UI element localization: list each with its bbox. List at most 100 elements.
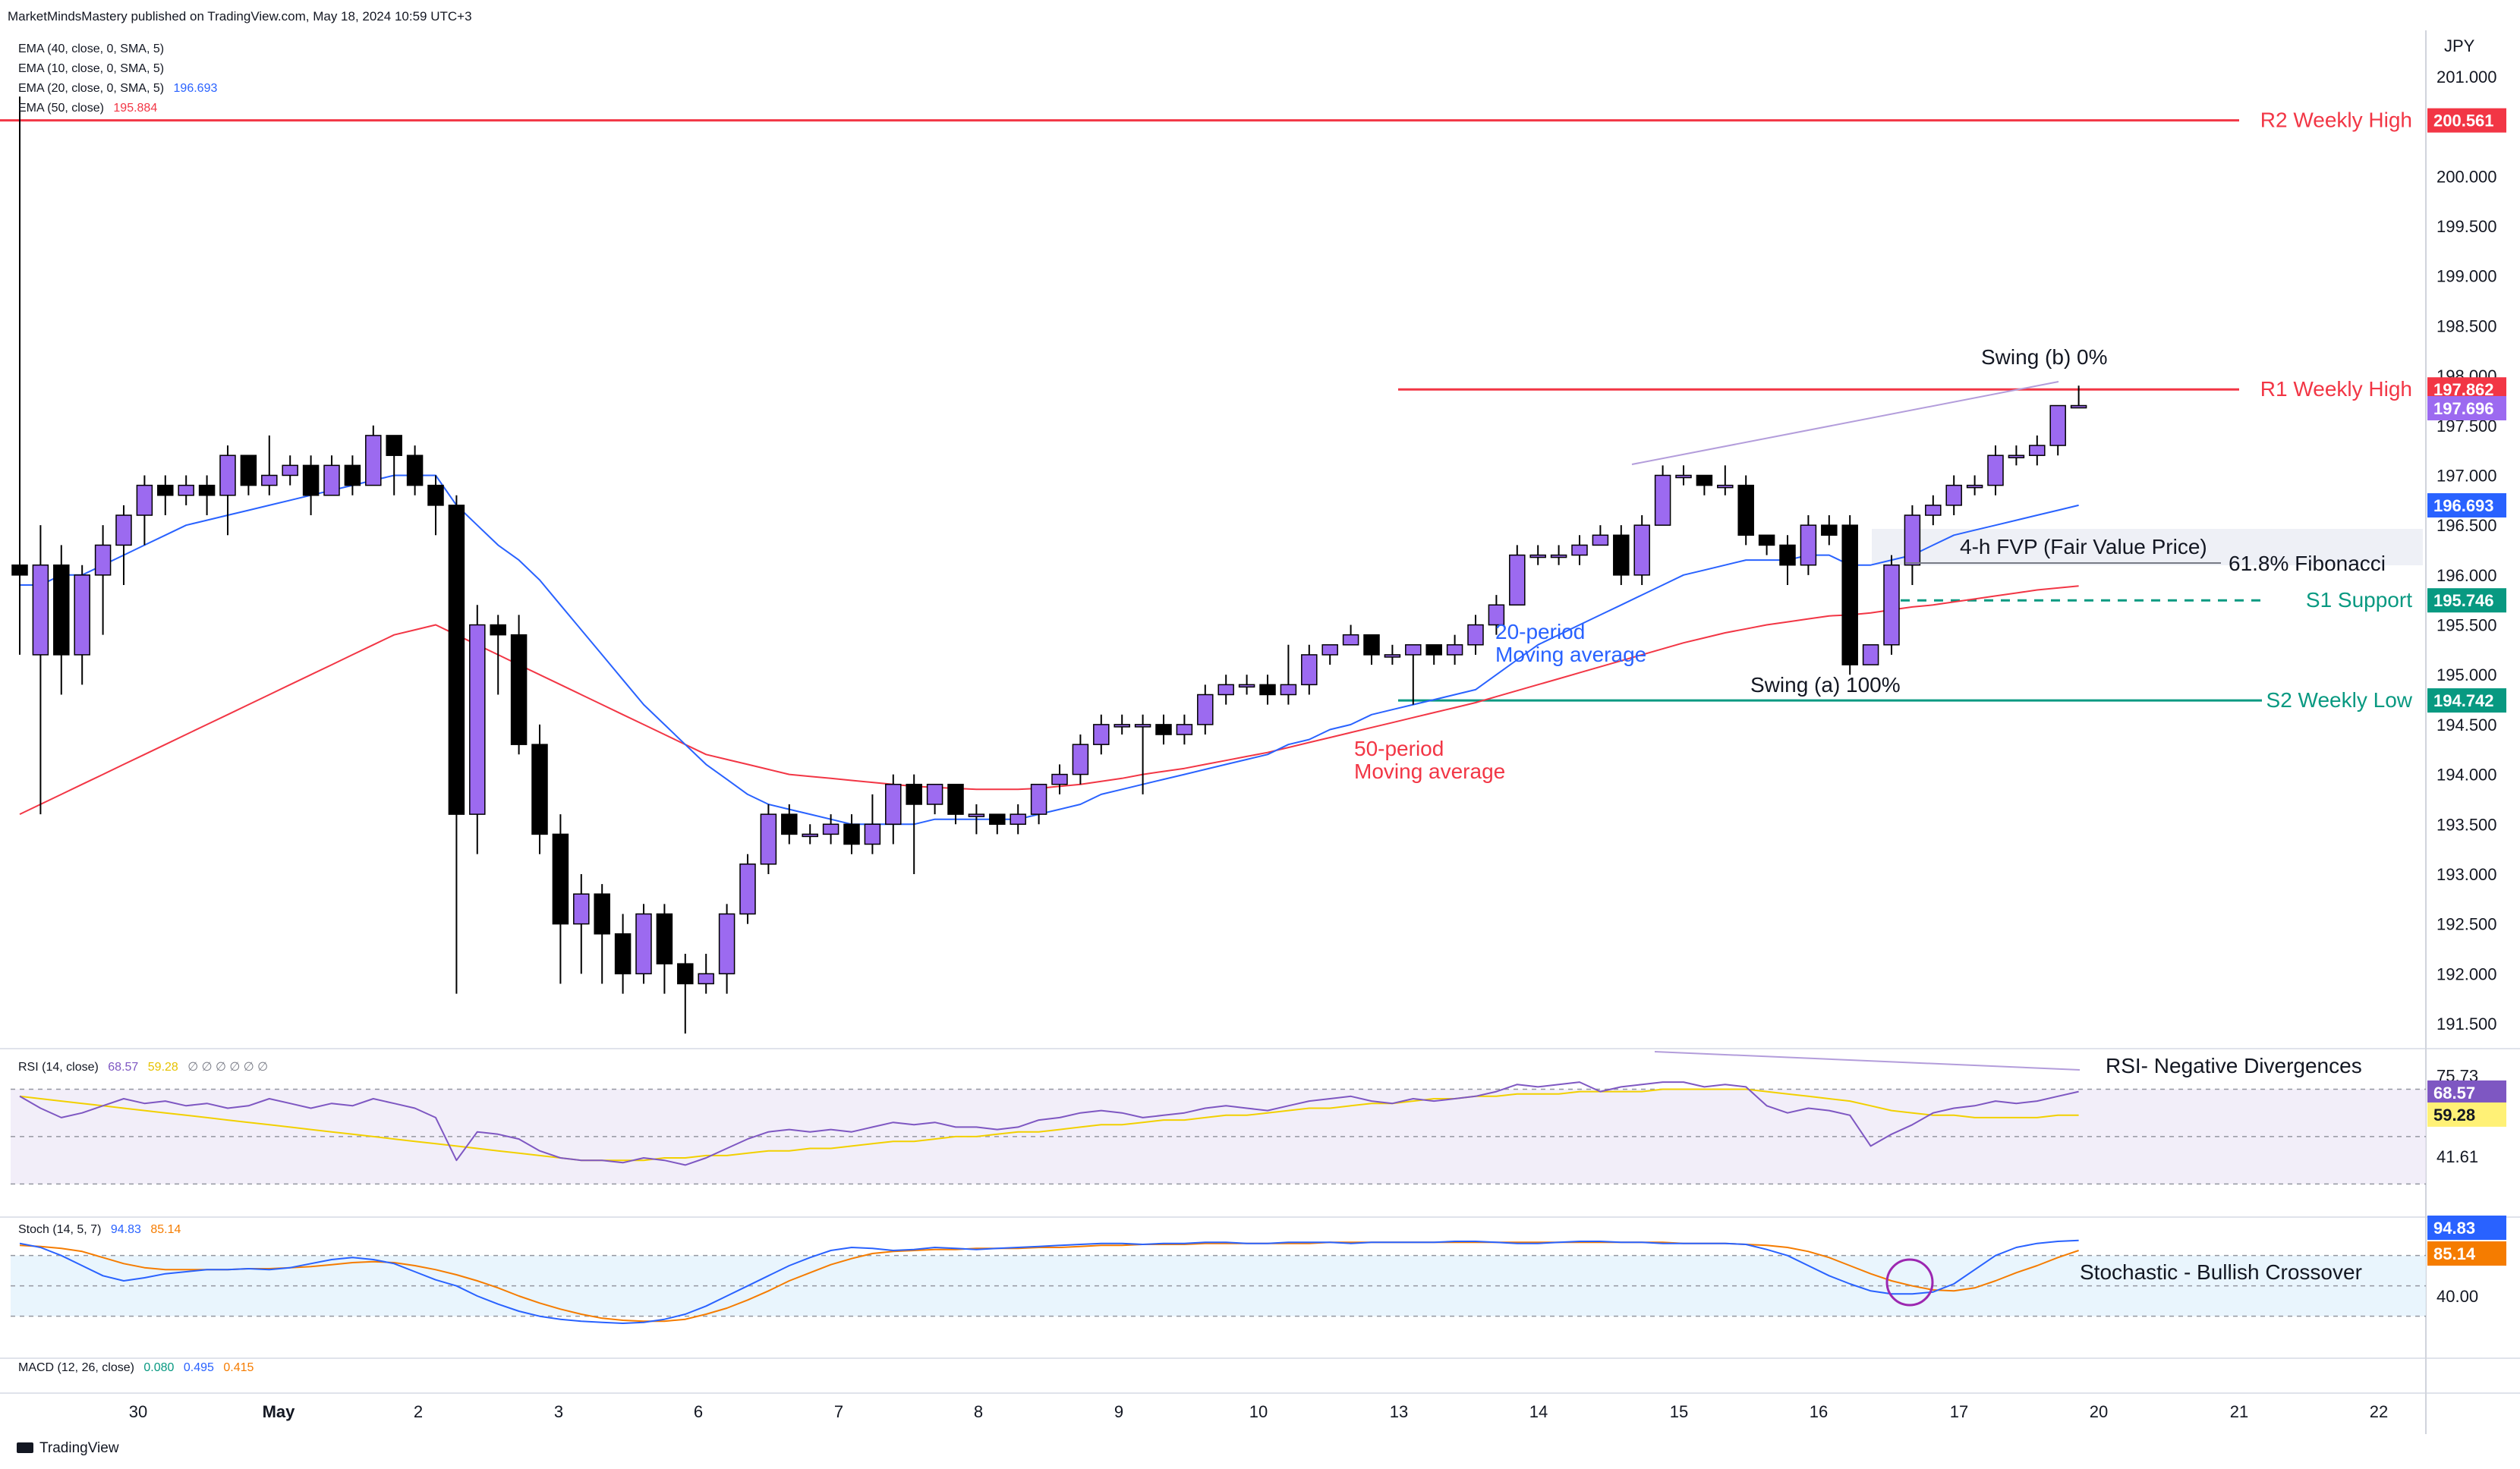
rsi-line (19, 1081, 2079, 1166)
candle-body (739, 863, 756, 915)
candle-body (885, 783, 902, 826)
candle-body (94, 544, 112, 576)
chart-header: MarketMindsMastery published on TradingV… (0, 0, 2520, 30)
x-tick-label: 16 (1810, 1402, 1828, 1421)
stoch-k-line (19, 1239, 2079, 1324)
candle-body (365, 435, 382, 486)
annotation-ma50-line1: 50-period (1354, 737, 1444, 760)
y-tick-label: 193.500 (2437, 815, 2497, 834)
y-tick-label: 193.000 (2437, 865, 2497, 884)
legend-rsi: RSI (14, close) 68.57 59.28 ∅ ∅ ∅ ∅ ∅ ∅ (18, 1059, 268, 1074)
candle-body (115, 514, 132, 546)
annotation-ma50-line2: Moving average (1354, 760, 1505, 783)
y-tick-label: 194.500 (2437, 716, 2497, 734)
candle-body (718, 913, 736, 975)
candle-body (11, 564, 28, 576)
candle-body (2070, 404, 2087, 409)
level-label: S2 Weekly Low (2266, 688, 2413, 712)
candle-body (1779, 544, 1796, 566)
level-label: S1 Support (2306, 588, 2412, 612)
stoch-k-tag-text: 94.83 (2433, 1219, 2475, 1238)
y-tick-label: 196.000 (2437, 566, 2497, 585)
level-price-tag-text: 194.742 (2433, 691, 2494, 710)
stoch-k-tag (2427, 1216, 2506, 1240)
candle-body (989, 813, 1006, 826)
annotation-fibonacci: 61.8% Fibonacci (2229, 552, 2386, 575)
candle-body (1737, 484, 1754, 536)
candle-body (1800, 524, 1817, 566)
annotation-rsi: RSI- Negative Divergences (2106, 1054, 2362, 1077)
legend-rsi-value: 68.57 (108, 1061, 139, 1074)
candle-body (1114, 724, 1130, 728)
level-label: R1 Weekly High (2260, 377, 2412, 401)
legend-ema50-label: EMA (50, close) (18, 102, 104, 115)
candle-body (344, 464, 361, 486)
annotation-swing-a: Swing (a) 100% (1750, 673, 1901, 697)
candle-body (1217, 684, 1234, 696)
candle-body (635, 913, 652, 975)
x-tick-label: 14 (1529, 1402, 1548, 1421)
legend-ema10-label: EMA (10, close, 0, SMA, 5) (18, 62, 165, 75)
candle-body (1966, 484, 1983, 489)
legend-ema20: EMA (20, close, 0, SMA, 5) 196.693 (18, 82, 217, 96)
x-tick-label: 7 (834, 1402, 843, 1421)
y-tick-label: 200.000 (2437, 167, 2497, 186)
crossover-circle (1885, 1258, 1934, 1307)
y-tick-label: 192.500 (2437, 915, 2497, 934)
candle-body (760, 813, 777, 865)
candle-body (74, 574, 90, 656)
legend-ema20-value: 196.693 (173, 82, 218, 95)
candle-body (406, 455, 424, 486)
legend-macd-hist: 0.415 (223, 1361, 254, 1374)
candle-body (1197, 694, 1214, 725)
candle-body (282, 464, 298, 477)
candle-body (864, 823, 881, 845)
legend-ema40-label: EMA (40, close, 0, SMA, 5) (18, 42, 165, 55)
candle-body (157, 484, 174, 496)
candle-body (1675, 474, 1692, 479)
publish-info: MarketMindsMastery published on TradingV… (8, 9, 472, 24)
level-label: R2 Weekly High (2260, 109, 2412, 132)
candle-body (490, 624, 506, 636)
candle-body (1654, 474, 1671, 526)
candle-body (1925, 505, 1942, 516)
candle-body (781, 813, 798, 835)
y-tick-label: 201.000 (2437, 68, 2497, 87)
y-tick-label: 191.500 (2437, 1014, 2497, 1033)
candle-body (1030, 783, 1047, 815)
candle-body (926, 783, 943, 805)
x-tick-label: 17 (1950, 1402, 1968, 1421)
candle-body (656, 913, 673, 964)
candle-body (1633, 524, 1650, 576)
candle-body (531, 744, 548, 835)
legend-stoch-d: 85.14 (150, 1223, 181, 1236)
y-tick-label: 192.000 (2437, 964, 2497, 983)
candle-body (594, 893, 610, 935)
rsi-y-tick: 41.61 (2437, 1147, 2478, 1166)
legend-ema50: EMA (50, close) 195.884 (18, 102, 157, 115)
rsi-value-tag-text: 68.57 (2433, 1084, 2475, 1103)
candle-body (469, 624, 486, 815)
legend-ema50-value: 195.884 (113, 102, 158, 115)
rsi-ma-tag-text: 59.28 (2433, 1106, 2475, 1125)
legend-ema40: EMA (40, close, 0, SMA, 5) (18, 42, 164, 56)
legend-ema10: EMA (10, close, 0, SMA, 5) (18, 62, 164, 76)
candle-body (698, 973, 714, 985)
legend-macd-signal: 0.495 (183, 1361, 214, 1374)
legend-rsi-label: RSI (14, close) (18, 1061, 99, 1074)
legend-ema20-label: EMA (20, close, 0, SMA, 5) (18, 82, 165, 95)
candle-body (1072, 744, 1089, 775)
stoch-y-tick: 40.00 (2437, 1287, 2478, 1306)
candle-body (1758, 534, 1775, 546)
candle-body (198, 484, 216, 496)
tradingview-logo-icon (17, 1442, 33, 1453)
ema20-line (20, 474, 2079, 826)
x-tick-label: 6 (694, 1402, 703, 1421)
y-tick-label: 195.000 (2437, 665, 2497, 684)
candle-body (677, 963, 694, 985)
candle-body (1093, 724, 1110, 745)
x-tick-label: 3 (554, 1402, 563, 1421)
annotation-stoch: Stochastic - Bullish Crossover (2080, 1260, 2362, 1284)
candle-body (386, 435, 402, 456)
